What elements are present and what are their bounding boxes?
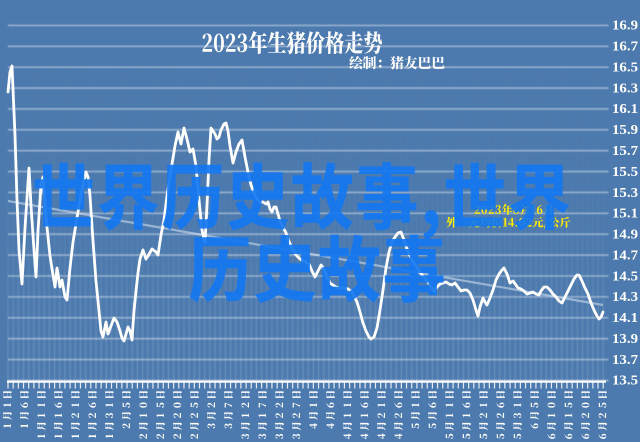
svg-text:16.9: 16.9 <box>612 18 638 33</box>
svg-text:16.3: 16.3 <box>612 80 638 95</box>
svg-text:16.1: 16.1 <box>612 101 638 116</box>
svg-text:15.1: 15.1 <box>612 206 638 221</box>
svg-text:14.9: 14.9 <box>612 227 638 242</box>
svg-text:15.5: 15.5 <box>612 164 638 179</box>
svg-text:16.7: 16.7 <box>612 39 638 54</box>
svg-text:15.9: 15.9 <box>612 122 638 137</box>
svg-text:13.7: 13.7 <box>612 352 638 367</box>
svg-text:14.5: 14.5 <box>612 268 638 283</box>
svg-text:14.3: 14.3 <box>612 289 638 304</box>
svg-text:14.1: 14.1 <box>612 310 638 325</box>
svg-text:13.5: 13.5 <box>612 373 638 388</box>
svg-text:16.5: 16.5 <box>612 60 638 75</box>
svg-text:15.7: 15.7 <box>612 143 638 158</box>
svg-text:13.9: 13.9 <box>612 331 638 346</box>
svg-text:14.7: 14.7 <box>612 247 638 262</box>
svg-text:15.3: 15.3 <box>612 185 638 200</box>
